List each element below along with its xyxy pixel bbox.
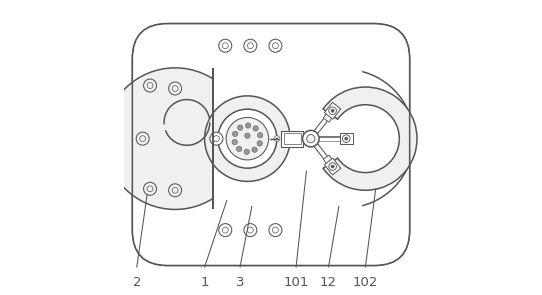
Circle shape <box>269 39 282 52</box>
Circle shape <box>332 105 399 173</box>
Circle shape <box>214 136 220 142</box>
Circle shape <box>140 136 146 142</box>
Bar <box>323 155 338 171</box>
Circle shape <box>237 125 243 130</box>
Circle shape <box>222 227 228 233</box>
Wedge shape <box>312 108 365 169</box>
Bar <box>283 133 301 144</box>
Circle shape <box>257 132 263 138</box>
Circle shape <box>244 39 257 52</box>
Circle shape <box>246 123 251 128</box>
Circle shape <box>147 83 153 88</box>
Circle shape <box>253 126 259 131</box>
Circle shape <box>226 117 269 160</box>
Circle shape <box>147 186 153 192</box>
Circle shape <box>331 109 334 112</box>
Bar <box>323 106 338 122</box>
Circle shape <box>343 135 350 142</box>
Bar <box>325 102 341 119</box>
Circle shape <box>222 43 228 49</box>
Bar <box>214 65 361 212</box>
Text: 102: 102 <box>353 276 378 289</box>
Circle shape <box>307 135 315 143</box>
Circle shape <box>329 107 337 114</box>
Circle shape <box>205 96 290 181</box>
Circle shape <box>252 147 257 152</box>
Circle shape <box>275 69 414 208</box>
Circle shape <box>172 187 178 193</box>
Circle shape <box>276 137 278 140</box>
Text: 12: 12 <box>320 276 337 289</box>
Circle shape <box>247 227 253 233</box>
Circle shape <box>273 227 279 233</box>
Circle shape <box>233 131 238 137</box>
Text: 101: 101 <box>283 276 309 289</box>
Circle shape <box>302 130 319 147</box>
FancyBboxPatch shape <box>133 24 409 265</box>
FancyBboxPatch shape <box>132 24 410 266</box>
Circle shape <box>236 146 242 152</box>
Circle shape <box>232 140 237 145</box>
Circle shape <box>219 39 232 52</box>
Circle shape <box>172 86 178 91</box>
Bar <box>214 69 293 208</box>
Circle shape <box>247 43 253 49</box>
Circle shape <box>244 149 249 155</box>
Circle shape <box>244 224 257 237</box>
Bar <box>325 158 341 175</box>
Circle shape <box>169 82 182 95</box>
Circle shape <box>314 87 417 190</box>
Circle shape <box>329 163 337 171</box>
Circle shape <box>274 136 280 142</box>
Text: 3: 3 <box>236 276 244 289</box>
Circle shape <box>331 165 334 168</box>
Circle shape <box>218 109 277 168</box>
Circle shape <box>169 184 182 197</box>
Text: 1: 1 <box>201 276 209 289</box>
Circle shape <box>269 224 282 237</box>
Text: 2: 2 <box>133 276 141 289</box>
Circle shape <box>210 132 223 145</box>
Circle shape <box>345 137 348 140</box>
Circle shape <box>144 182 157 195</box>
Bar <box>340 133 353 144</box>
Circle shape <box>144 79 157 92</box>
Bar <box>281 130 304 147</box>
Circle shape <box>136 132 149 145</box>
Circle shape <box>219 224 232 237</box>
Circle shape <box>245 133 250 138</box>
Circle shape <box>273 43 279 49</box>
Circle shape <box>257 141 262 146</box>
Circle shape <box>104 68 246 209</box>
